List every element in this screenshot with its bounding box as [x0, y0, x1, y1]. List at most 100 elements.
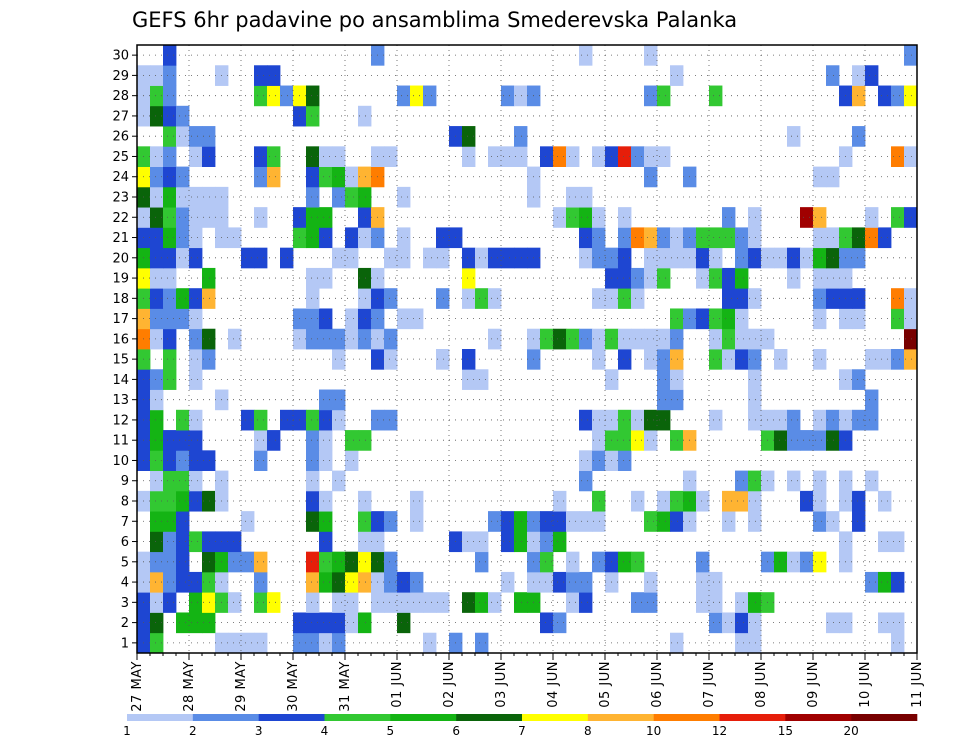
heatmap-cell — [332, 349, 346, 370]
heatmap-cell — [722, 349, 736, 370]
heatmap-cell — [358, 308, 372, 330]
heatmap-cell — [267, 85, 281, 107]
heatmap-cell — [163, 65, 177, 86]
heatmap-cell — [267, 166, 281, 188]
heatmap-cell — [644, 227, 658, 249]
colorbar-segment — [587, 714, 654, 721]
heatmap-cell — [306, 592, 320, 613]
heatmap-cell — [579, 571, 593, 593]
heatmap-cell — [397, 85, 411, 107]
heatmap-cell — [228, 328, 242, 350]
colorbar-label: 10 — [646, 724, 661, 738]
heatmap-cell — [800, 551, 814, 573]
heatmap-cell — [397, 592, 411, 613]
heatmap-cell — [150, 409, 164, 431]
heatmap-cell — [852, 247, 866, 269]
colorbar-segment — [390, 714, 457, 721]
heatmap-cell — [163, 450, 177, 471]
heatmap-cell — [813, 288, 827, 309]
heatmap-cell — [579, 470, 593, 492]
heatmap-cell — [657, 85, 671, 107]
heatmap-cell — [826, 166, 840, 188]
heatmap-cell — [579, 207, 593, 228]
heatmap-cell — [709, 227, 723, 249]
heatmap-cell — [813, 490, 827, 512]
heatmap-cell — [865, 207, 879, 228]
heatmap-cell — [345, 592, 359, 613]
colorbar-segment — [851, 714, 918, 721]
heatmap-cell — [397, 227, 411, 249]
heatmap-cell — [644, 571, 658, 593]
heatmap-cell — [696, 592, 710, 613]
heatmap-cell — [176, 247, 190, 269]
heatmap-cell — [163, 146, 177, 167]
heatmap-cell — [826, 267, 840, 289]
heatmap-cell — [748, 349, 762, 370]
heatmap-cell — [501, 146, 515, 167]
heatmap-cell — [189, 207, 203, 228]
heatmap-cell — [241, 632, 255, 654]
heatmap-cell — [644, 247, 658, 269]
heatmap-cell — [228, 592, 242, 613]
y-tick-label: 23 — [112, 191, 129, 206]
heatmap-cell — [631, 592, 645, 613]
heatmap-cell — [241, 551, 255, 573]
heatmap-cell — [150, 247, 164, 269]
heatmap-cell — [241, 409, 255, 431]
heatmap-cell — [358, 511, 372, 532]
heatmap-cell — [891, 531, 905, 553]
heatmap-cell — [566, 511, 580, 532]
y-tick-label: 4 — [121, 576, 129, 591]
heatmap-cell — [163, 592, 177, 613]
heatmap-cell — [189, 409, 203, 431]
heatmap-cell — [202, 490, 216, 512]
heatmap-cell — [891, 612, 905, 634]
heatmap-cell — [358, 105, 372, 127]
heatmap-cell — [176, 430, 190, 451]
heatmap-cell — [150, 551, 164, 573]
y-tick-label: 25 — [112, 150, 129, 165]
heatmap-cell — [657, 409, 671, 431]
y-tick-label: 15 — [112, 353, 129, 368]
heatmap-cell — [787, 551, 801, 573]
heatmap-cell — [904, 288, 918, 309]
heatmap-cell — [592, 328, 606, 350]
heatmap-cell — [826, 247, 840, 269]
heatmap-cell — [202, 592, 216, 613]
heatmap-cell — [176, 207, 190, 228]
y-axis: 1234567891011121314151617181920212223242… — [112, 49, 137, 651]
heatmap-cell — [670, 227, 684, 249]
heatmap-cell — [826, 288, 840, 309]
heatmap-cell — [319, 490, 333, 512]
heatmap-cell — [618, 409, 632, 431]
heatmap-cell — [475, 369, 489, 390]
y-tick-label: 2 — [121, 616, 129, 631]
heatmap-cell — [150, 267, 164, 289]
heatmap-cell — [735, 328, 749, 350]
heatmap-cell — [748, 328, 762, 350]
heatmap-cell — [176, 551, 190, 573]
heatmap-cell — [579, 592, 593, 613]
heatmap-cell — [592, 207, 606, 228]
heatmap-cell — [332, 551, 346, 573]
heatmap-cell — [176, 470, 190, 492]
y-tick-label: 24 — [112, 170, 129, 185]
heatmap-cell — [488, 328, 502, 350]
heatmap-cell — [163, 126, 177, 147]
heatmap-cell — [644, 430, 658, 451]
heatmap-cell — [800, 247, 814, 269]
heatmap-cell — [722, 308, 736, 330]
heatmap-cell — [332, 632, 346, 654]
heatmap-cell — [748, 511, 762, 532]
heatmap-cell — [709, 571, 723, 593]
heatmap-cell — [202, 207, 216, 228]
colorbar-segment — [719, 714, 786, 721]
heatmap-cell — [358, 328, 372, 350]
heatmap-cell — [748, 369, 762, 390]
heatmap-cell — [878, 349, 892, 370]
heatmap-cell — [163, 105, 177, 127]
heatmap-cell — [748, 470, 762, 492]
heatmap-cell — [176, 409, 190, 431]
heatmap-cell — [618, 430, 632, 451]
heatmap-cell — [163, 571, 177, 593]
